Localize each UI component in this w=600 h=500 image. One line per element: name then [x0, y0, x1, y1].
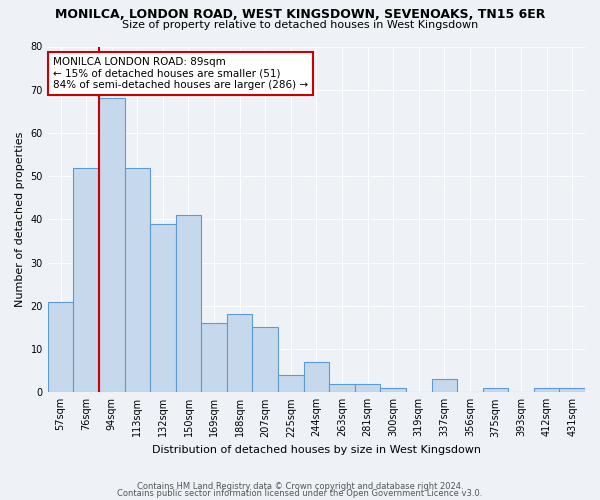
Bar: [48, 302, 73, 392]
Text: MONILCA LONDON ROAD: 89sqm
← 15% of detached houses are smaller (51)
84% of semi: MONILCA LONDON ROAD: 89sqm ← 15% of deta…: [53, 57, 308, 90]
Bar: [304, 362, 329, 392]
Text: Size of property relative to detached houses in West Kingsdown: Size of property relative to detached ho…: [122, 20, 478, 30]
Bar: [150, 224, 176, 392]
Y-axis label: Number of detached properties: Number of detached properties: [15, 132, 25, 307]
Bar: [355, 384, 380, 392]
Bar: [99, 98, 125, 393]
Bar: [559, 388, 585, 392]
Bar: [380, 388, 406, 392]
Bar: [125, 168, 150, 392]
Bar: [253, 328, 278, 392]
Bar: [534, 388, 559, 392]
Text: Contains public sector information licensed under the Open Government Licence v3: Contains public sector information licen…: [118, 488, 482, 498]
Bar: [278, 375, 304, 392]
Text: MONILCA, LONDON ROAD, WEST KINGSDOWN, SEVENOAKS, TN15 6ER: MONILCA, LONDON ROAD, WEST KINGSDOWN, SE…: [55, 8, 545, 20]
Text: Contains HM Land Registry data © Crown copyright and database right 2024.: Contains HM Land Registry data © Crown c…: [137, 482, 463, 491]
Bar: [73, 168, 99, 392]
Bar: [431, 380, 457, 392]
Bar: [329, 384, 355, 392]
Bar: [227, 314, 253, 392]
X-axis label: Distribution of detached houses by size in West Kingsdown: Distribution of detached houses by size …: [152, 445, 481, 455]
Bar: [482, 388, 508, 392]
Bar: [176, 215, 201, 392]
Bar: [201, 323, 227, 392]
